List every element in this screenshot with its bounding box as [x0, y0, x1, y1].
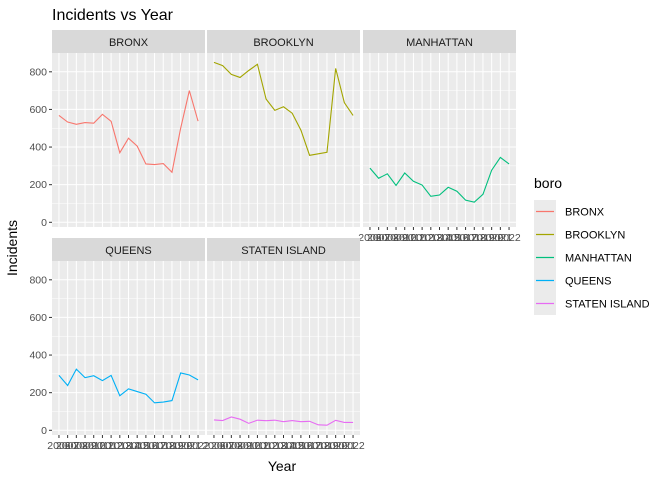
- x-tick-label: 2021: [333, 440, 357, 452]
- x-tick-label: 2019: [315, 440, 339, 452]
- y-tick-label: 0: [41, 217, 47, 229]
- x-tick-label: 2010: [237, 440, 261, 452]
- x-tick-label: 2009: [73, 440, 97, 452]
- x-tick-label: 2006: [47, 440, 71, 452]
- y-axis-label: Incidents: [4, 220, 20, 276]
- x-tick-label: 2008: [65, 440, 89, 452]
- y-tick-label: 600: [29, 312, 47, 324]
- x-tick-label: 2009: [228, 440, 252, 452]
- x-tick-label: 2008: [220, 440, 244, 452]
- x-tick-label: 2015: [281, 440, 305, 452]
- legend-label: BRONX: [565, 207, 605, 219]
- facet-strip: [207, 30, 360, 53]
- series-line-brooklyn: [213, 61, 354, 156]
- x-tick-label: 2017: [298, 440, 322, 452]
- x-tick-label: 2007: [367, 232, 391, 244]
- x-tick-label: 2022: [186, 440, 210, 452]
- x-tick-label: 2012: [410, 232, 434, 244]
- x-tick-label: 2009: [384, 232, 408, 244]
- legend-label: BROOKLYN: [565, 230, 625, 242]
- x-tick-label: 2017: [143, 440, 167, 452]
- y-tick-label: 200: [29, 179, 47, 191]
- legend-item-manhattan: MANHATTAN: [534, 246, 632, 269]
- facet-staten-island: STATEN ISLAND200620072008200920102011201…: [202, 238, 365, 452]
- legend-title: boro: [534, 175, 562, 191]
- x-tick-label: 2019: [160, 440, 184, 452]
- chart-title: Incidents vs Year: [52, 7, 174, 24]
- x-tick-label: 2007: [56, 440, 80, 452]
- legend-item-queens: QUEENS: [534, 269, 611, 292]
- facet-strip-label: BRONX: [109, 37, 149, 49]
- y-tick-label: 400: [29, 350, 47, 362]
- x-tick-label: 2014: [428, 232, 452, 244]
- series-line-manhattan: [369, 156, 510, 203]
- x-tick-label: 2010: [393, 232, 417, 244]
- legend-label: STATEN ISLAND: [565, 299, 650, 311]
- x-tick-label: 2020: [480, 232, 504, 244]
- legend-item-staten-island: STATEN ISLAND: [534, 292, 650, 315]
- y-tick-label: 400: [29, 142, 47, 154]
- x-tick-label: 2018: [152, 440, 176, 452]
- y-tick-label: 800: [29, 66, 47, 78]
- series-line-queens: [58, 368, 199, 404]
- y-tick-label: 600: [29, 104, 47, 116]
- x-tick-label: 2020: [324, 440, 348, 452]
- x-tick-label: 2013: [419, 232, 443, 244]
- x-tick-label: 2016: [289, 440, 313, 452]
- facet-queens: QUEENS0200400600800200620072008200920102…: [29, 238, 210, 452]
- y-tick-label: 800: [29, 274, 47, 286]
- y-tick-label: 0: [41, 425, 47, 437]
- facet-strip-label: MANHATTAN: [406, 37, 473, 49]
- x-tick-label: 2013: [108, 440, 132, 452]
- facet-strip-label: QUEENS: [105, 245, 151, 257]
- x-tick-label: 2018: [463, 232, 487, 244]
- x-tick-label: 2011: [402, 232, 425, 244]
- x-axis-label: Year: [268, 458, 297, 474]
- x-tick-label: 2006: [202, 440, 226, 452]
- x-tick-label: 2019: [471, 232, 495, 244]
- x-tick-label: 2020: [169, 440, 193, 452]
- legend-label: QUEENS: [565, 276, 611, 288]
- series-line-staten-island: [213, 416, 354, 426]
- facet-strip-label: BROOKLYN: [253, 37, 313, 49]
- x-tick-label: 2011: [91, 440, 114, 452]
- x-tick-label: 2010: [82, 440, 106, 452]
- y-tick-label: 200: [29, 387, 47, 399]
- facet-strip: [207, 238, 360, 261]
- x-tick-label: 2011: [246, 440, 269, 452]
- x-tick-label: 2015: [437, 232, 461, 244]
- legend-item-brooklyn: BROOKLYN: [534, 223, 625, 246]
- facet-strip-label: STATEN ISLAND: [241, 245, 326, 257]
- x-tick-label: 2007: [211, 440, 235, 452]
- x-tick-label: 2014: [272, 440, 296, 452]
- x-tick-label: 2015: [126, 440, 150, 452]
- facet-bronx: BRONX 0 200 400 600 800: [29, 30, 205, 229]
- legend-item-bronx: BRONX: [534, 200, 605, 223]
- legend-label: MANHATTAN: [565, 253, 632, 265]
- x-tick-label: 2006: [358, 232, 382, 244]
- x-tick-label: 2021: [489, 232, 513, 244]
- x-tick-label: 2008: [376, 232, 400, 244]
- x-tick-label: 2021: [178, 440, 202, 452]
- x-tick-label: 2017: [454, 232, 478, 244]
- facet-strip: [363, 30, 516, 53]
- facet-manhattan: MANHATTAN2006200720082009201020112012201…: [358, 30, 521, 244]
- legend: boro BRONX BROOKLYN MANHATTAN QUEENS STATEN I…: [534, 175, 650, 315]
- x-tick-label: 2016: [445, 232, 469, 244]
- series-line-bronx: [58, 90, 199, 174]
- x-tick-label: 2022: [497, 232, 521, 244]
- facet-brooklyn: BROOKLYN: [207, 30, 360, 227]
- x-tick-label: 2018: [307, 440, 331, 452]
- x-tick-label: 2012: [99, 440, 123, 452]
- x-tick-label: 2013: [263, 440, 287, 452]
- facet-strip: [52, 30, 205, 53]
- x-tick-label: 2016: [134, 440, 158, 452]
- facet-strip: [52, 238, 205, 261]
- x-tick-label: 2022: [341, 440, 365, 452]
- x-tick-label: 2012: [254, 440, 278, 452]
- x-tick-label: 2014: [117, 440, 141, 452]
